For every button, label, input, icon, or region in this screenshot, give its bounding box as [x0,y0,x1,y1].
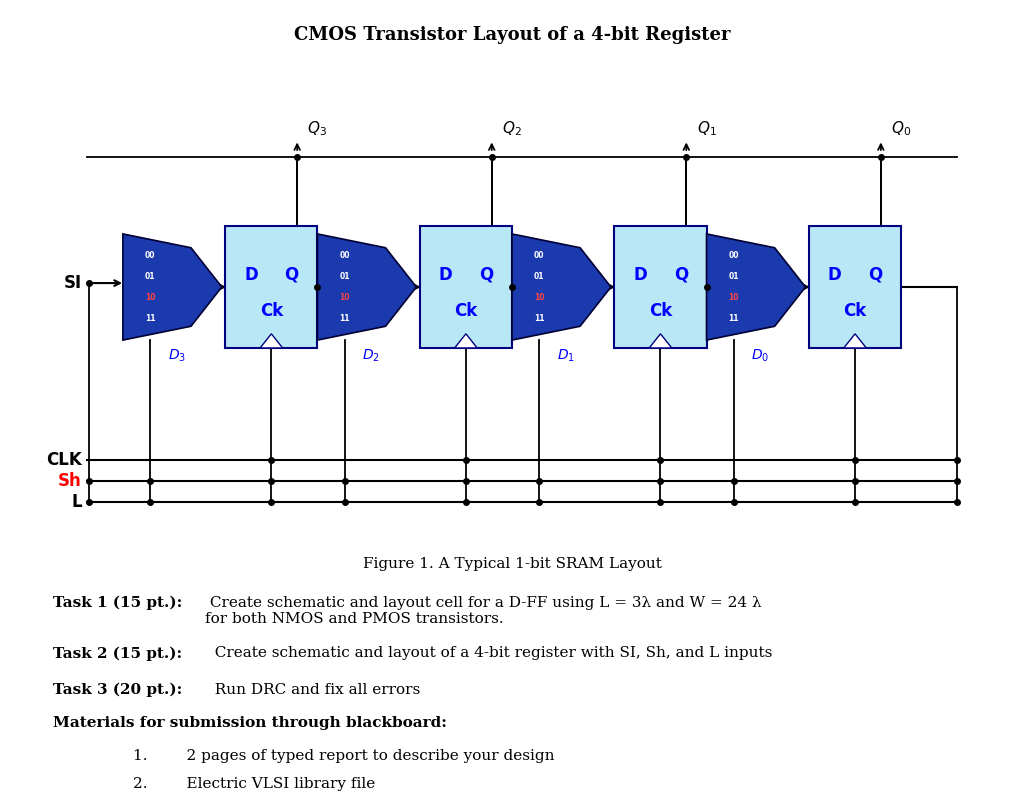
Text: Ck: Ck [649,302,672,320]
Text: SI: SI [63,274,82,292]
Text: Q: Q [868,266,883,284]
Text: 11: 11 [339,314,350,323]
Polygon shape [455,334,477,348]
Text: Materials for submission through blackboard:: Materials for submission through blackbo… [53,715,447,730]
Text: $D_3$: $D_3$ [168,347,185,364]
Text: D: D [438,266,453,284]
Text: 11: 11 [534,314,545,323]
Text: 10: 10 [728,293,739,302]
Text: $Q_0$: $Q_0$ [891,119,911,138]
Text: 01: 01 [339,272,350,281]
Text: Create schematic and layout of a 4-bit register with SI, Sh, and L inputs: Create schematic and layout of a 4-bit r… [205,646,772,661]
FancyBboxPatch shape [420,226,512,348]
Polygon shape [512,234,611,340]
Polygon shape [260,334,283,348]
Text: 10: 10 [534,293,545,302]
Text: D: D [244,266,258,284]
Text: 10: 10 [339,293,350,302]
Polygon shape [649,334,672,348]
Text: 1.        2 pages of typed report to describe your design: 1. 2 pages of typed report to describe y… [133,749,555,764]
Polygon shape [317,234,417,340]
Text: L: L [72,492,82,511]
Text: D: D [827,266,842,284]
Text: 00: 00 [534,251,545,260]
Polygon shape [123,234,222,340]
Text: 11: 11 [144,314,156,323]
Text: Ck: Ck [260,302,283,320]
Text: Q: Q [285,266,299,284]
Polygon shape [844,334,866,348]
Text: 00: 00 [728,251,739,260]
Text: 2.        Electric VLSI library file: 2. Electric VLSI library file [133,777,376,791]
Text: Q: Q [479,266,494,284]
Text: Ck: Ck [455,302,477,320]
Text: Create schematic and layout cell for a D-FF using L = 3λ and W = 24 λ
for both N: Create schematic and layout cell for a D… [205,596,762,626]
Text: Figure 1. A Typical 1-bit SRAM Layout: Figure 1. A Typical 1-bit SRAM Layout [362,557,662,571]
Text: 10: 10 [144,293,156,302]
Text: D: D [633,266,647,284]
Text: Task 2 (15 pt.):: Task 2 (15 pt.): [53,646,182,661]
FancyBboxPatch shape [225,226,317,348]
Text: $D_1$: $D_1$ [557,347,574,364]
Text: 00: 00 [144,251,156,260]
Text: $D_2$: $D_2$ [362,347,380,364]
Text: $Q_1$: $Q_1$ [696,119,716,138]
Text: CMOS Transistor Layout of a 4-bit Register: CMOS Transistor Layout of a 4-bit Regist… [294,26,730,44]
Text: $Q_3$: $Q_3$ [307,119,328,138]
Text: $D_0$: $D_0$ [752,347,769,364]
Text: Task 3 (20 pt.):: Task 3 (20 pt.): [53,683,182,697]
Text: CLK: CLK [46,451,82,469]
Text: Run DRC and fix all errors: Run DRC and fix all errors [205,683,420,696]
Text: Task 1 (15 pt.):: Task 1 (15 pt.): [53,596,182,611]
FancyBboxPatch shape [809,226,901,348]
Text: 11: 11 [728,314,739,323]
Text: 01: 01 [534,272,545,281]
Text: Q: Q [674,266,688,284]
Text: 01: 01 [728,272,739,281]
Text: $Q_2$: $Q_2$ [502,119,521,138]
FancyBboxPatch shape [614,226,707,348]
Text: Ck: Ck [844,302,866,320]
Polygon shape [707,234,806,340]
Text: Sh: Sh [58,473,82,490]
Text: 00: 00 [339,251,350,260]
Text: 01: 01 [144,272,156,281]
